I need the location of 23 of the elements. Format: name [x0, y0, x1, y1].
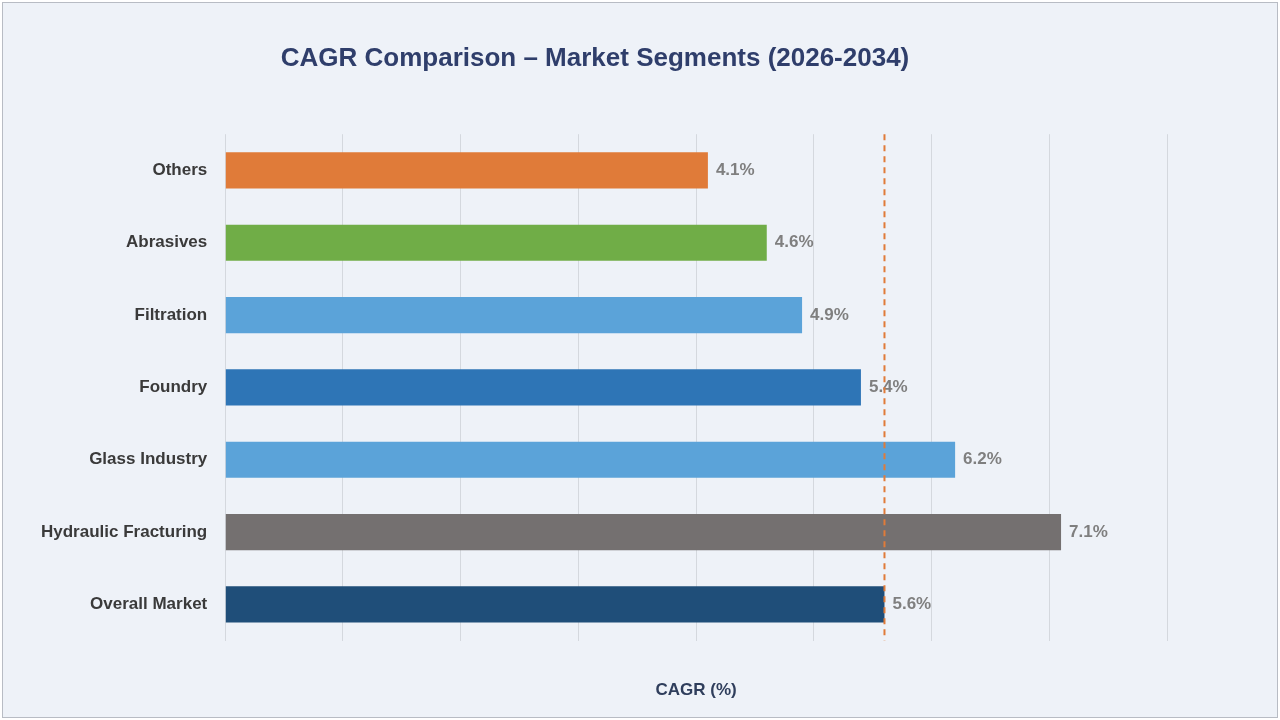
bar: [225, 586, 885, 623]
y-tick-label: Hydraulic Fracturing: [40, 521, 208, 541]
data-label: 4.6%: [774, 232, 814, 252]
y-tick-label: Foundry: [139, 377, 208, 397]
bar: [225, 441, 956, 478]
data-label: 6.2%: [963, 449, 1002, 469]
data-label: 7.1%: [1069, 521, 1108, 541]
data-label: 5.6%: [892, 594, 932, 614]
y-tick-label: Filtration: [134, 304, 208, 324]
data-label: 4.9%: [810, 304, 849, 324]
bar: [225, 296, 803, 334]
data-label: 4.1%: [715, 160, 755, 180]
bar: [225, 369, 861, 406]
chart-title: CAGR Comparison – Market Segments (2026-2034): [280, 41, 910, 72]
bar: [225, 514, 1062, 551]
y-tick-label: Glass Industry: [89, 449, 208, 469]
data-label: 5.4%: [868, 377, 908, 397]
bar: [225, 152, 708, 189]
bar: [225, 224, 767, 261]
y-tick-label: Overall Market: [90, 594, 208, 614]
y-tick-label: Others: [152, 160, 208, 180]
y-tick-label: Abrasives: [125, 232, 208, 252]
x-axis-title: CAGR (%): [655, 680, 737, 700]
